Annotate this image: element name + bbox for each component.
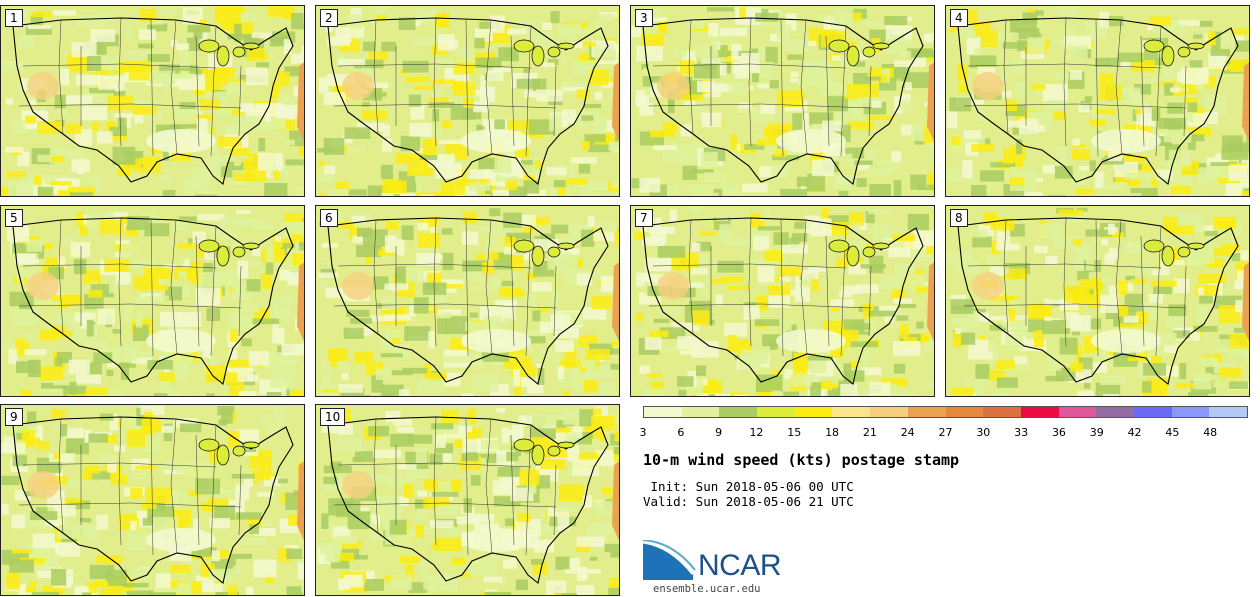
chart-title: 10-m wind speed (kts) postage stamp xyxy=(643,451,960,469)
panel-member-label: 8 xyxy=(950,209,968,227)
legend-tick-label: 42 xyxy=(1127,426,1142,439)
legend-swatch xyxy=(945,407,984,417)
legend-swatch xyxy=(1133,407,1172,417)
map-panel: 7 xyxy=(630,205,935,397)
panel-member-label: 7 xyxy=(635,209,653,227)
panel-member-label: 2 xyxy=(320,9,338,27)
legend-tick-label: 12 xyxy=(749,426,764,439)
legend-swatch xyxy=(1209,407,1247,417)
ncar-logo-icon xyxy=(643,540,696,580)
legend-swatch xyxy=(1171,407,1210,417)
legend-tick-label: 15 xyxy=(787,426,802,439)
init-time: Init: Sun 2018-05-06 00 UTC xyxy=(643,479,854,494)
legend-swatch xyxy=(757,407,795,417)
legend-tick-label: 3 xyxy=(639,426,647,439)
wind-speed-map xyxy=(1,6,304,196)
panel-member-label: 1 xyxy=(5,9,23,27)
panel-member-label: 9 xyxy=(5,408,23,426)
panel-member-label: 10 xyxy=(320,408,346,426)
ncar-logo-text: NCAR xyxy=(698,549,782,582)
legend-tick-label: 21 xyxy=(862,426,877,439)
wind-speed-map xyxy=(631,206,934,396)
legend-tick-labels: 3 6 9 12 15 18 21 24 27 30 33 36 39 42 45 48 xyxy=(639,426,1248,442)
legend-tick-label: 45 xyxy=(1165,426,1180,439)
legend-swatch xyxy=(1096,407,1134,417)
legend-tick-label: 39 xyxy=(1089,426,1104,439)
legend-tick-label: 27 xyxy=(938,426,953,439)
legend-swatch xyxy=(644,407,682,417)
map-panel: 8 xyxy=(945,205,1250,397)
wind-speed-map xyxy=(316,206,619,396)
legend-swatch xyxy=(794,407,833,417)
legend-tick-label: 36 xyxy=(1051,426,1066,439)
legend-tick-label: 18 xyxy=(825,426,840,439)
legend-tick-label: 48 xyxy=(1203,426,1218,439)
legend-swatch xyxy=(907,407,946,417)
map-panel: 6 xyxy=(315,205,620,397)
legend-swatch xyxy=(681,407,720,417)
legend-swatch xyxy=(832,407,871,417)
panel-member-label: 3 xyxy=(635,9,653,27)
map-panel: 4 xyxy=(945,5,1250,197)
map-panel: 10 xyxy=(315,404,620,596)
wind-speed-map xyxy=(1,405,304,595)
legend-tick-label: 24 xyxy=(900,426,915,439)
panel-member-label: 4 xyxy=(950,9,968,27)
legend-tick-label: 9 xyxy=(715,426,723,439)
wind-speed-map xyxy=(946,206,1249,396)
wind-speed-map xyxy=(946,6,1249,196)
wind-speed-map xyxy=(631,6,934,196)
map-panel: 5 xyxy=(0,205,305,397)
legend-swatch xyxy=(719,407,758,417)
map-panel: 9 xyxy=(0,404,305,596)
legend-swatch xyxy=(1058,407,1097,417)
wind-speed-map xyxy=(1,206,304,396)
legend-swatch xyxy=(983,407,1021,417)
site-url: ensemble.ucar.edu xyxy=(653,583,761,595)
valid-time: Valid: Sun 2018-05-06 21 UTC xyxy=(643,494,854,509)
panel-member-label: 5 xyxy=(5,209,23,227)
legend-tick-label: 33 xyxy=(1014,426,1029,439)
panel-member-label: 6 xyxy=(320,209,338,227)
wind-speed-map xyxy=(316,405,619,595)
map-panel: 1 xyxy=(0,5,305,197)
legend-tick-label: 30 xyxy=(976,426,991,439)
legend-swatch xyxy=(870,407,908,417)
color-legend: 3 6 9 12 15 18 21 24 27 30 33 36 39 42 45 48 xyxy=(639,406,1248,442)
legend-tick-label: 6 xyxy=(677,426,685,439)
map-panel: 2 xyxy=(315,5,620,197)
legend-swatch xyxy=(1020,407,1059,417)
map-panel: 3 xyxy=(630,5,935,197)
wind-speed-map xyxy=(316,6,619,196)
legend-colorbar xyxy=(643,406,1248,418)
